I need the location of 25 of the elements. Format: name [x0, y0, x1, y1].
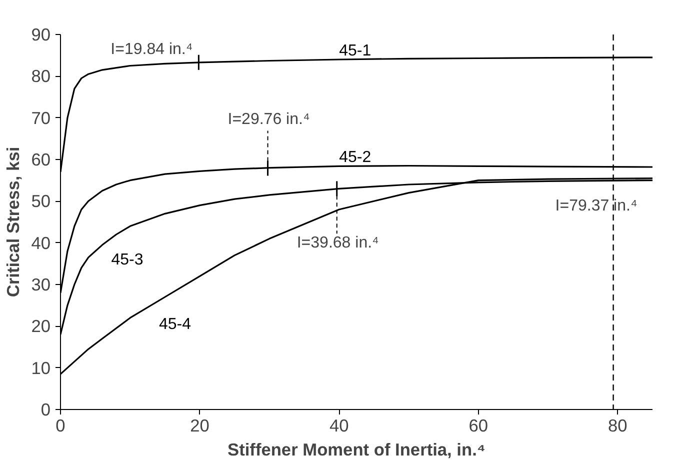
x-tick-label: 60 [468, 416, 488, 436]
series-label: 45-4 [158, 316, 192, 333]
y-tick-label: 10 [31, 358, 51, 378]
annotation: I=39.68 in.⁴ [296, 234, 380, 252]
y-tick-label: 90 [31, 24, 51, 44]
y-tick-label: 50 [31, 191, 51, 212]
y-tick-label: 70 [31, 108, 51, 128]
annotation: I=19.84 in.⁴ [110, 40, 193, 58]
x-axis-title: Stiffener Moment of Inertia, in.⁴ [228, 440, 486, 460]
y-tick-label: 20 [31, 316, 51, 336]
y-tick-label: 30 [31, 274, 51, 294]
series-label: 45-3 [111, 252, 144, 268]
series-label: 45-1 [339, 42, 372, 60]
y-tick-label: 0 [40, 400, 51, 420]
ref-line-label: I=79.37 in.⁴ [555, 198, 638, 214]
annotation: I=29.76 in.⁴ [228, 110, 310, 128]
y-tick-label: 40 [31, 232, 51, 253]
x-tick-label: 20 [190, 416, 210, 436]
x-tick-label: 80 [608, 416, 628, 436]
y-tick-label: 80 [31, 66, 51, 86]
x-tick-label: 0 [56, 416, 66, 436]
series-label: 45-2 [339, 149, 372, 166]
y-tick-label: 60 [31, 150, 51, 170]
x-tick-label: 40 [329, 416, 349, 436]
y-axis-title: Critical Stress, ksi [3, 146, 24, 298]
